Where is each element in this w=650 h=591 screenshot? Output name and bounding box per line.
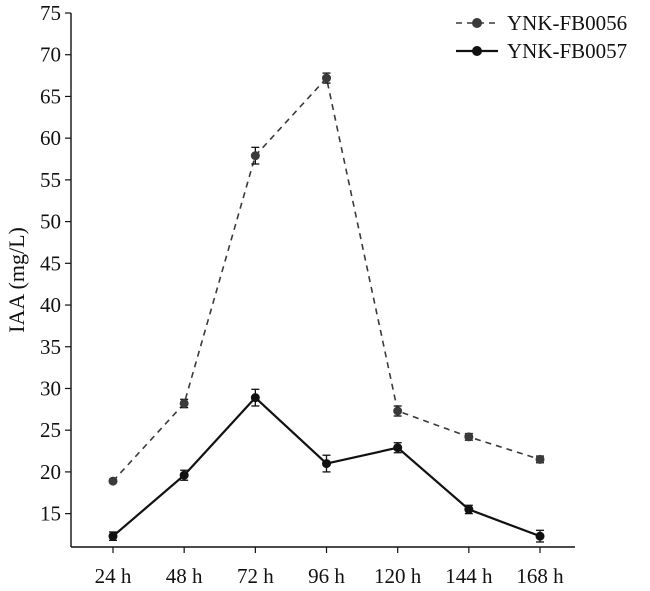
data-point — [535, 531, 545, 541]
y-ticks: 15 20 25 30 35 40 45 50 55 60 65 70 75 — [40, 1, 71, 526]
y-tick-label: 65 — [40, 84, 61, 108]
y-tick-label: 70 — [40, 43, 61, 67]
x-tick-label: 96 h — [308, 564, 345, 588]
legend-marker — [472, 18, 482, 28]
x-tick-label: 120 h — [374, 564, 422, 588]
x-tick-label: 168 h — [516, 564, 564, 588]
data-point — [322, 73, 332, 83]
y-tick-label: 60 — [40, 126, 61, 150]
data-point — [250, 393, 260, 403]
data-point — [179, 470, 189, 480]
y-tick-label: 30 — [40, 376, 61, 400]
data-point — [464, 432, 474, 442]
y-tick-label: 45 — [40, 251, 61, 275]
y-tick-label: 20 — [40, 460, 61, 484]
y-tick-label: 50 — [40, 210, 61, 234]
data-point — [250, 151, 260, 161]
data-point — [535, 454, 545, 464]
series-line — [112, 76, 541, 482]
series-layer — [108, 72, 545, 543]
y-tick-label: 25 — [40, 418, 61, 442]
y-tick-label: 75 — [40, 1, 61, 25]
data-point — [393, 406, 403, 416]
axes — [70, 13, 575, 548]
legend-label: YNK-FB0057 — [507, 39, 627, 63]
y-tick-label: 40 — [40, 293, 61, 317]
x-ticks: 24 h 48 h 72 h 96 h 120 h 144 h 168 h — [95, 547, 564, 588]
x-tick-label: 72 h — [237, 564, 274, 588]
legend-label: YNK-FB0056 — [507, 11, 627, 35]
legend-item: YNK-FB0056 — [456, 11, 627, 35]
x-tick-label: 48 h — [166, 564, 203, 588]
legend-marker — [472, 46, 482, 56]
data-point — [393, 443, 403, 453]
x-tick-label: 24 h — [95, 564, 132, 588]
data-point — [108, 531, 118, 541]
data-point — [108, 476, 118, 486]
y-tick-label: 15 — [40, 502, 61, 526]
y-tick-label: 35 — [40, 335, 61, 359]
legend-item: YNK-FB0057 — [456, 39, 627, 63]
data-point — [322, 459, 332, 469]
y-axis-label: IAA (mg/L) — [4, 227, 29, 333]
x-tick-label: 144 h — [445, 564, 493, 588]
data-point — [179, 398, 189, 408]
series-YNK-FB0057 — [108, 388, 545, 543]
y-tick-label: 55 — [40, 168, 61, 192]
data-point — [464, 504, 474, 514]
legend: YNK-FB0056 YNK-FB0057 — [456, 11, 627, 63]
series-YNK-FB0056 — [108, 72, 545, 486]
